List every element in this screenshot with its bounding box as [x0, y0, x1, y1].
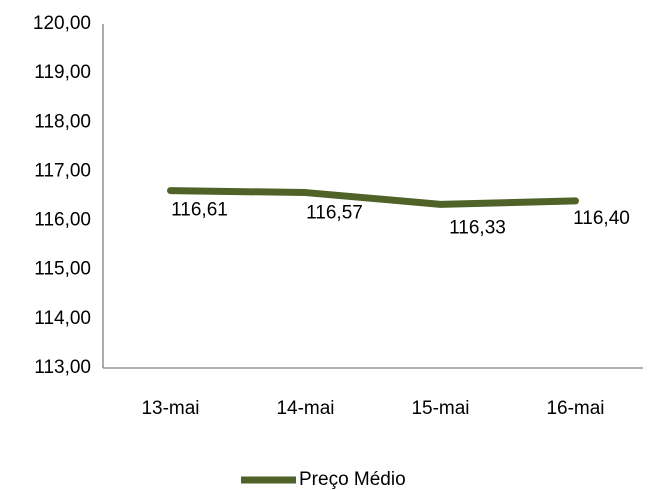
data-label: 116,40 [573, 208, 630, 229]
legend-label: Preço Médio [299, 469, 406, 490]
axes [102, 24, 643, 369]
data-labels: 116,61 116,57 116,33 116,40 [171, 200, 630, 239]
y-axis-ticks: 120,00 119,00 118,00 117,00 116,00 115,00 114,… [33, 13, 91, 378]
x-axis-labels: 13-mai 14-mai 15-mai 16-mai [141, 398, 604, 419]
y-tick-label: 113,00 [34, 357, 91, 378]
y-tick-label: 118,00 [34, 111, 91, 132]
data-label: 116,57 [306, 203, 363, 224]
series-line-preco-medio [167, 187, 579, 208]
x-tick-label: 14-mai [276, 398, 334, 419]
x-tick-label: 13-mai [141, 398, 199, 419]
y-tick-label: 119,00 [34, 62, 91, 83]
y-tick-label: 120,00 [33, 13, 91, 34]
y-tick-label: 114,00 [34, 308, 91, 329]
y-tick-label: 117,00 [34, 160, 91, 181]
data-label: 116,33 [449, 217, 506, 238]
x-tick-label: 16-mai [546, 398, 604, 419]
legend: Preço Médio [241, 469, 406, 490]
x-tick-label: 15-mai [411, 398, 469, 419]
y-tick-label: 115,00 [34, 259, 91, 280]
data-label: 116,61 [171, 200, 228, 221]
series-lines [167, 187, 579, 208]
y-tick-label: 116,00 [34, 210, 91, 231]
